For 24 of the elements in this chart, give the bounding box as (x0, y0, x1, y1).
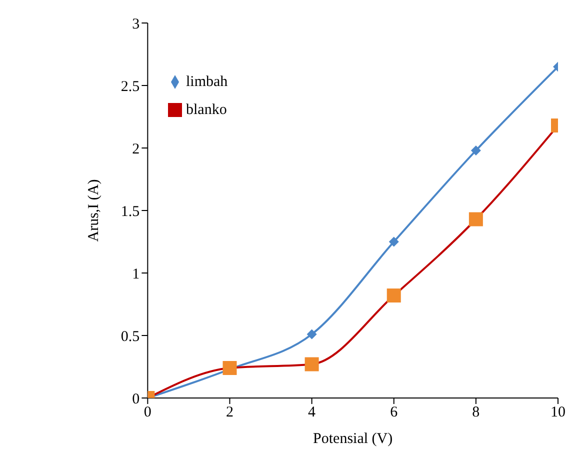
x-tick-label: 2 (226, 404, 234, 421)
y-tick-label: 1 (132, 266, 140, 282)
y-axis-title: Arus,I (A) (86, 179, 102, 242)
y-tick-label: 0 (132, 391, 140, 408)
x-tick-label: 10 (550, 404, 566, 421)
y-tick-label: 3 (132, 16, 140, 32)
x-tick-label: 4 (308, 404, 316, 421)
point (468, 212, 483, 226)
y-tick-label: 0.5 (120, 328, 140, 345)
y-tick-label: 2 (132, 141, 140, 158)
x-tick-label: 8 (472, 404, 480, 421)
point (306, 329, 317, 340)
y-tick-label: 2.5 (120, 78, 140, 95)
point (470, 146, 481, 156)
x-tick-label: 6 (390, 404, 398, 421)
y-tick-label: 1.5 (120, 204, 140, 220)
x-axis-title: Potensial (V) (313, 431, 393, 447)
point (386, 288, 401, 302)
legend-label: blanko (186, 102, 227, 118)
point (388, 236, 399, 247)
x-tick-label: 0 (144, 404, 152, 421)
point (222, 361, 237, 375)
point (304, 357, 319, 372)
legend-label: limbah (186, 74, 228, 90)
